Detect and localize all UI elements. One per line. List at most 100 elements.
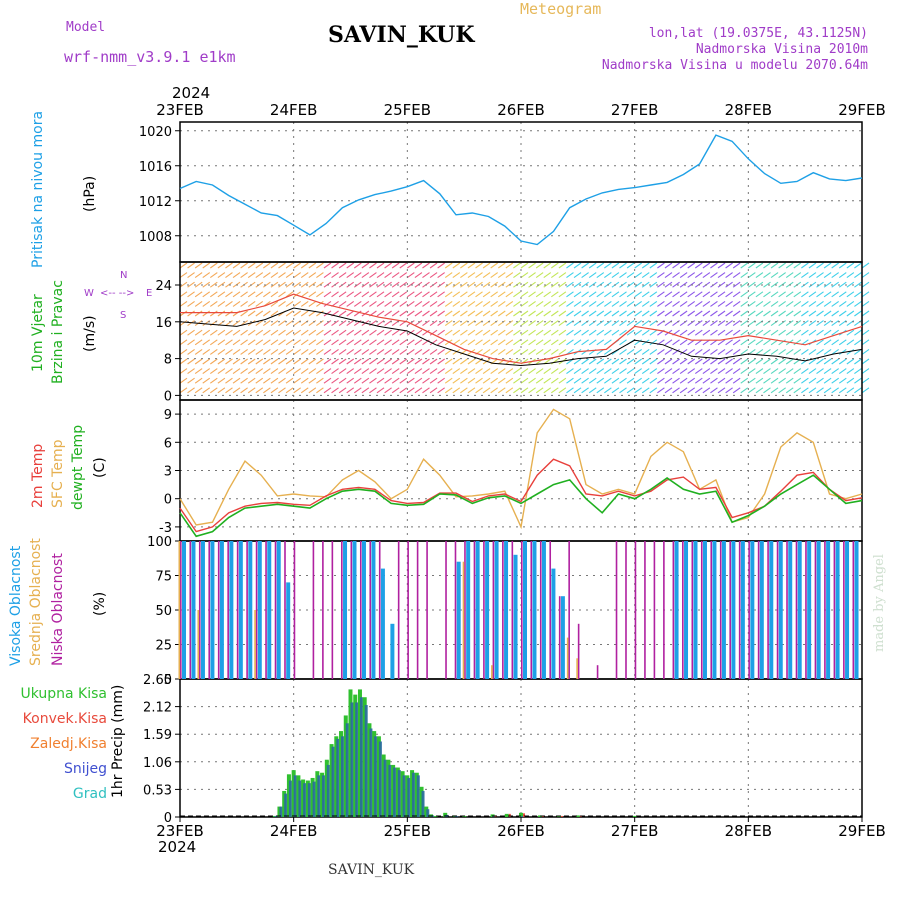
cloud-bar-cloud_high bbox=[721, 541, 726, 679]
wind-barb bbox=[194, 300, 203, 307]
y-tick-label: 2.65 bbox=[143, 673, 172, 688]
wind-barb bbox=[225, 377, 233, 384]
wind-barb bbox=[604, 377, 612, 384]
wind-barb bbox=[831, 291, 840, 298]
wind-barb bbox=[429, 377, 438, 384]
wind-barb bbox=[573, 339, 582, 346]
wind-barb bbox=[581, 377, 589, 384]
wind-barb bbox=[399, 377, 408, 384]
wind-barb bbox=[285, 291, 294, 298]
wind-barb bbox=[755, 310, 764, 317]
cloud-bar-cloud_high bbox=[182, 541, 186, 679]
wind-barb bbox=[687, 300, 696, 307]
y-tick-label: 0 bbox=[164, 389, 172, 404]
precip-bar-snow bbox=[374, 736, 378, 817]
wind-barb bbox=[240, 387, 248, 394]
y-tick-label: 0.53 bbox=[143, 783, 172, 798]
cloud-bar-cloud_high bbox=[778, 541, 783, 679]
wind-barb bbox=[278, 339, 286, 346]
wind-barb bbox=[391, 377, 400, 384]
y-tick-label: 50 bbox=[155, 604, 172, 619]
wind-barb bbox=[543, 348, 552, 355]
cloud-bar-cloud_high bbox=[371, 541, 376, 679]
wind-barb bbox=[369, 368, 377, 375]
wind-barb bbox=[861, 339, 870, 346]
wind-barb bbox=[581, 348, 589, 355]
wind-barb bbox=[626, 329, 635, 336]
wind-barb bbox=[505, 272, 514, 279]
wind-barb bbox=[467, 329, 476, 336]
wind-barb bbox=[331, 348, 339, 355]
wind-barb bbox=[202, 348, 211, 355]
compass-north: N bbox=[120, 270, 128, 281]
wind-barb bbox=[338, 377, 347, 384]
precip-bar-snow bbox=[412, 772, 416, 817]
wind-barb bbox=[187, 339, 195, 346]
wind-barb bbox=[391, 262, 400, 269]
wind-barb bbox=[391, 339, 400, 346]
wind-barb bbox=[831, 281, 840, 288]
wind-barb bbox=[308, 348, 317, 355]
wind-barb bbox=[604, 387, 612, 394]
precip-bar-snow bbox=[397, 770, 401, 817]
wind-barb bbox=[308, 300, 317, 307]
wind-barb bbox=[460, 281, 468, 288]
wind-barb bbox=[225, 348, 233, 355]
wind-barb bbox=[588, 272, 597, 279]
wind-barb bbox=[414, 262, 423, 269]
wind-barb bbox=[702, 320, 711, 327]
wind-barb bbox=[634, 300, 642, 307]
wind-barb bbox=[399, 291, 408, 298]
wind-barb bbox=[300, 329, 309, 336]
wind-barb bbox=[649, 377, 658, 384]
wind-barb bbox=[566, 291, 574, 298]
wind-barb bbox=[732, 262, 741, 269]
cloud-bar-cloud_high bbox=[560, 596, 565, 679]
wind-barb bbox=[399, 368, 408, 375]
wind-barb bbox=[672, 272, 680, 279]
y-tick-label: 1.59 bbox=[143, 728, 172, 743]
wind-barb bbox=[361, 368, 370, 375]
wind-barb bbox=[755, 348, 764, 355]
wind-barb bbox=[255, 368, 264, 375]
cloud-bar-cloud_low bbox=[464, 541, 466, 679]
cloud-bar-cloud_high bbox=[390, 623, 395, 679]
wind-barb bbox=[649, 339, 658, 346]
wind-barb bbox=[634, 329, 642, 336]
wind-barb bbox=[179, 348, 188, 355]
wind-barb bbox=[505, 300, 514, 307]
wind-barb bbox=[369, 377, 377, 384]
wind-barb bbox=[672, 348, 680, 355]
wind-barb bbox=[452, 387, 461, 394]
wind-barb bbox=[763, 272, 771, 279]
wind-barb bbox=[179, 358, 188, 365]
wind-barb bbox=[482, 348, 491, 355]
wind-barb bbox=[808, 377, 817, 384]
cloud-bar-cloud_low bbox=[189, 541, 192, 679]
wind-barb bbox=[263, 358, 271, 365]
wind-barb bbox=[225, 310, 233, 317]
wind-barb bbox=[308, 272, 317, 279]
wind-barb bbox=[414, 291, 423, 298]
wind-barb bbox=[270, 358, 279, 365]
wind-barb bbox=[437, 377, 445, 384]
wind-barb bbox=[694, 329, 703, 336]
cloud-bar-cloud_low bbox=[265, 541, 267, 679]
wind-barb bbox=[778, 387, 786, 394]
wind-barb bbox=[619, 272, 627, 279]
wind-barb bbox=[505, 348, 514, 355]
wind-barb bbox=[793, 310, 802, 317]
wind-barb bbox=[748, 339, 756, 346]
y-tick-label: 75 bbox=[155, 570, 172, 585]
wind-barb bbox=[482, 310, 491, 317]
wind-barb bbox=[801, 320, 809, 327]
wind-barb bbox=[369, 339, 377, 346]
wind-barb bbox=[861, 300, 870, 307]
wind-barb bbox=[611, 291, 620, 298]
wind-barb bbox=[202, 339, 211, 346]
precip-bar-snow bbox=[336, 738, 340, 817]
wind-barb bbox=[422, 300, 430, 307]
cloud-bar-cloud_low bbox=[795, 541, 798, 679]
wind-barb bbox=[293, 348, 301, 355]
wind-barb bbox=[732, 272, 741, 279]
